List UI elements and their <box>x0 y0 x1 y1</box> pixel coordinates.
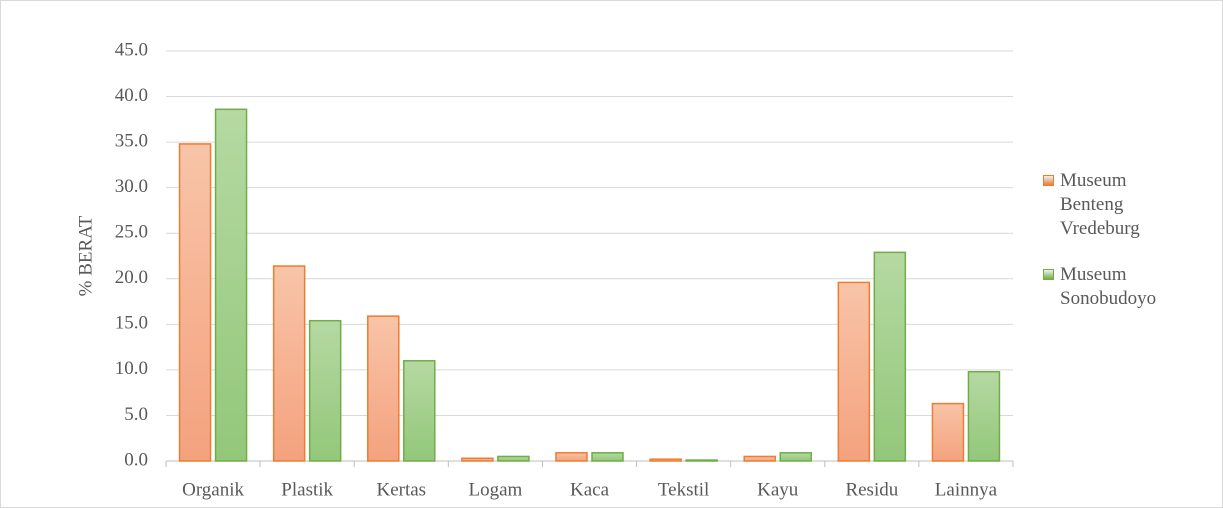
y-tick-label: 35.0 <box>115 130 148 151</box>
y-tick-label: 40.0 <box>115 85 148 106</box>
legend-label: Museum Benteng Vredeburg <box>1060 170 1140 239</box>
x-tick-label: Logam <box>468 479 522 500</box>
x-tick-label: Plastik <box>281 479 333 500</box>
bar <box>873 251 907 462</box>
x-tick-label: Kaca <box>570 479 610 500</box>
bar <box>931 402 965 462</box>
x-tick-label: Residu <box>845 479 898 500</box>
bar <box>685 459 718 462</box>
x-tick-label: Lainnya <box>935 479 998 500</box>
bar <box>649 458 682 462</box>
y-tick-label: 15.0 <box>115 313 148 334</box>
bar <box>214 108 248 462</box>
legend-item: Museum Sonobudoyo <box>1043 263 1173 311</box>
x-tick-label: Organik <box>182 479 244 500</box>
x-tick-label: Tekstil <box>658 479 709 500</box>
bar <box>555 452 588 462</box>
x-tick-label: Kayu <box>757 479 799 500</box>
legend: Museum Benteng Vredeburg Museum Sonobudoy… <box>1043 169 1173 333</box>
bar <box>837 281 871 462</box>
y-tick-label: 45.0 <box>115 39 148 60</box>
legend-item: Museum Benteng Vredeburg <box>1043 169 1173 241</box>
legend-swatch <box>1043 175 1054 186</box>
y-tick-label: 0.0 <box>124 449 148 470</box>
x-tick-label: Kertas <box>376 479 426 500</box>
bar <box>779 452 812 462</box>
y-tick-label: 20.0 <box>115 267 148 288</box>
legend-swatch <box>1043 269 1054 280</box>
bar <box>743 455 776 462</box>
bar <box>497 455 530 462</box>
y-axis-label: % BERAT <box>75 215 96 296</box>
bar <box>967 370 1001 462</box>
bar <box>308 319 342 462</box>
bar <box>461 457 494 462</box>
y-tick-label: 10.0 <box>115 358 148 379</box>
legend-label: Museum Sonobudoyo <box>1060 264 1157 309</box>
y-tick-label: 30.0 <box>115 176 148 197</box>
y-tick-label: 25.0 <box>115 222 148 243</box>
bar <box>367 315 400 462</box>
bar <box>178 143 212 462</box>
y-tick-label: 5.0 <box>124 404 148 425</box>
bar <box>272 265 306 462</box>
bar <box>403 360 436 462</box>
bar <box>591 452 624 462</box>
